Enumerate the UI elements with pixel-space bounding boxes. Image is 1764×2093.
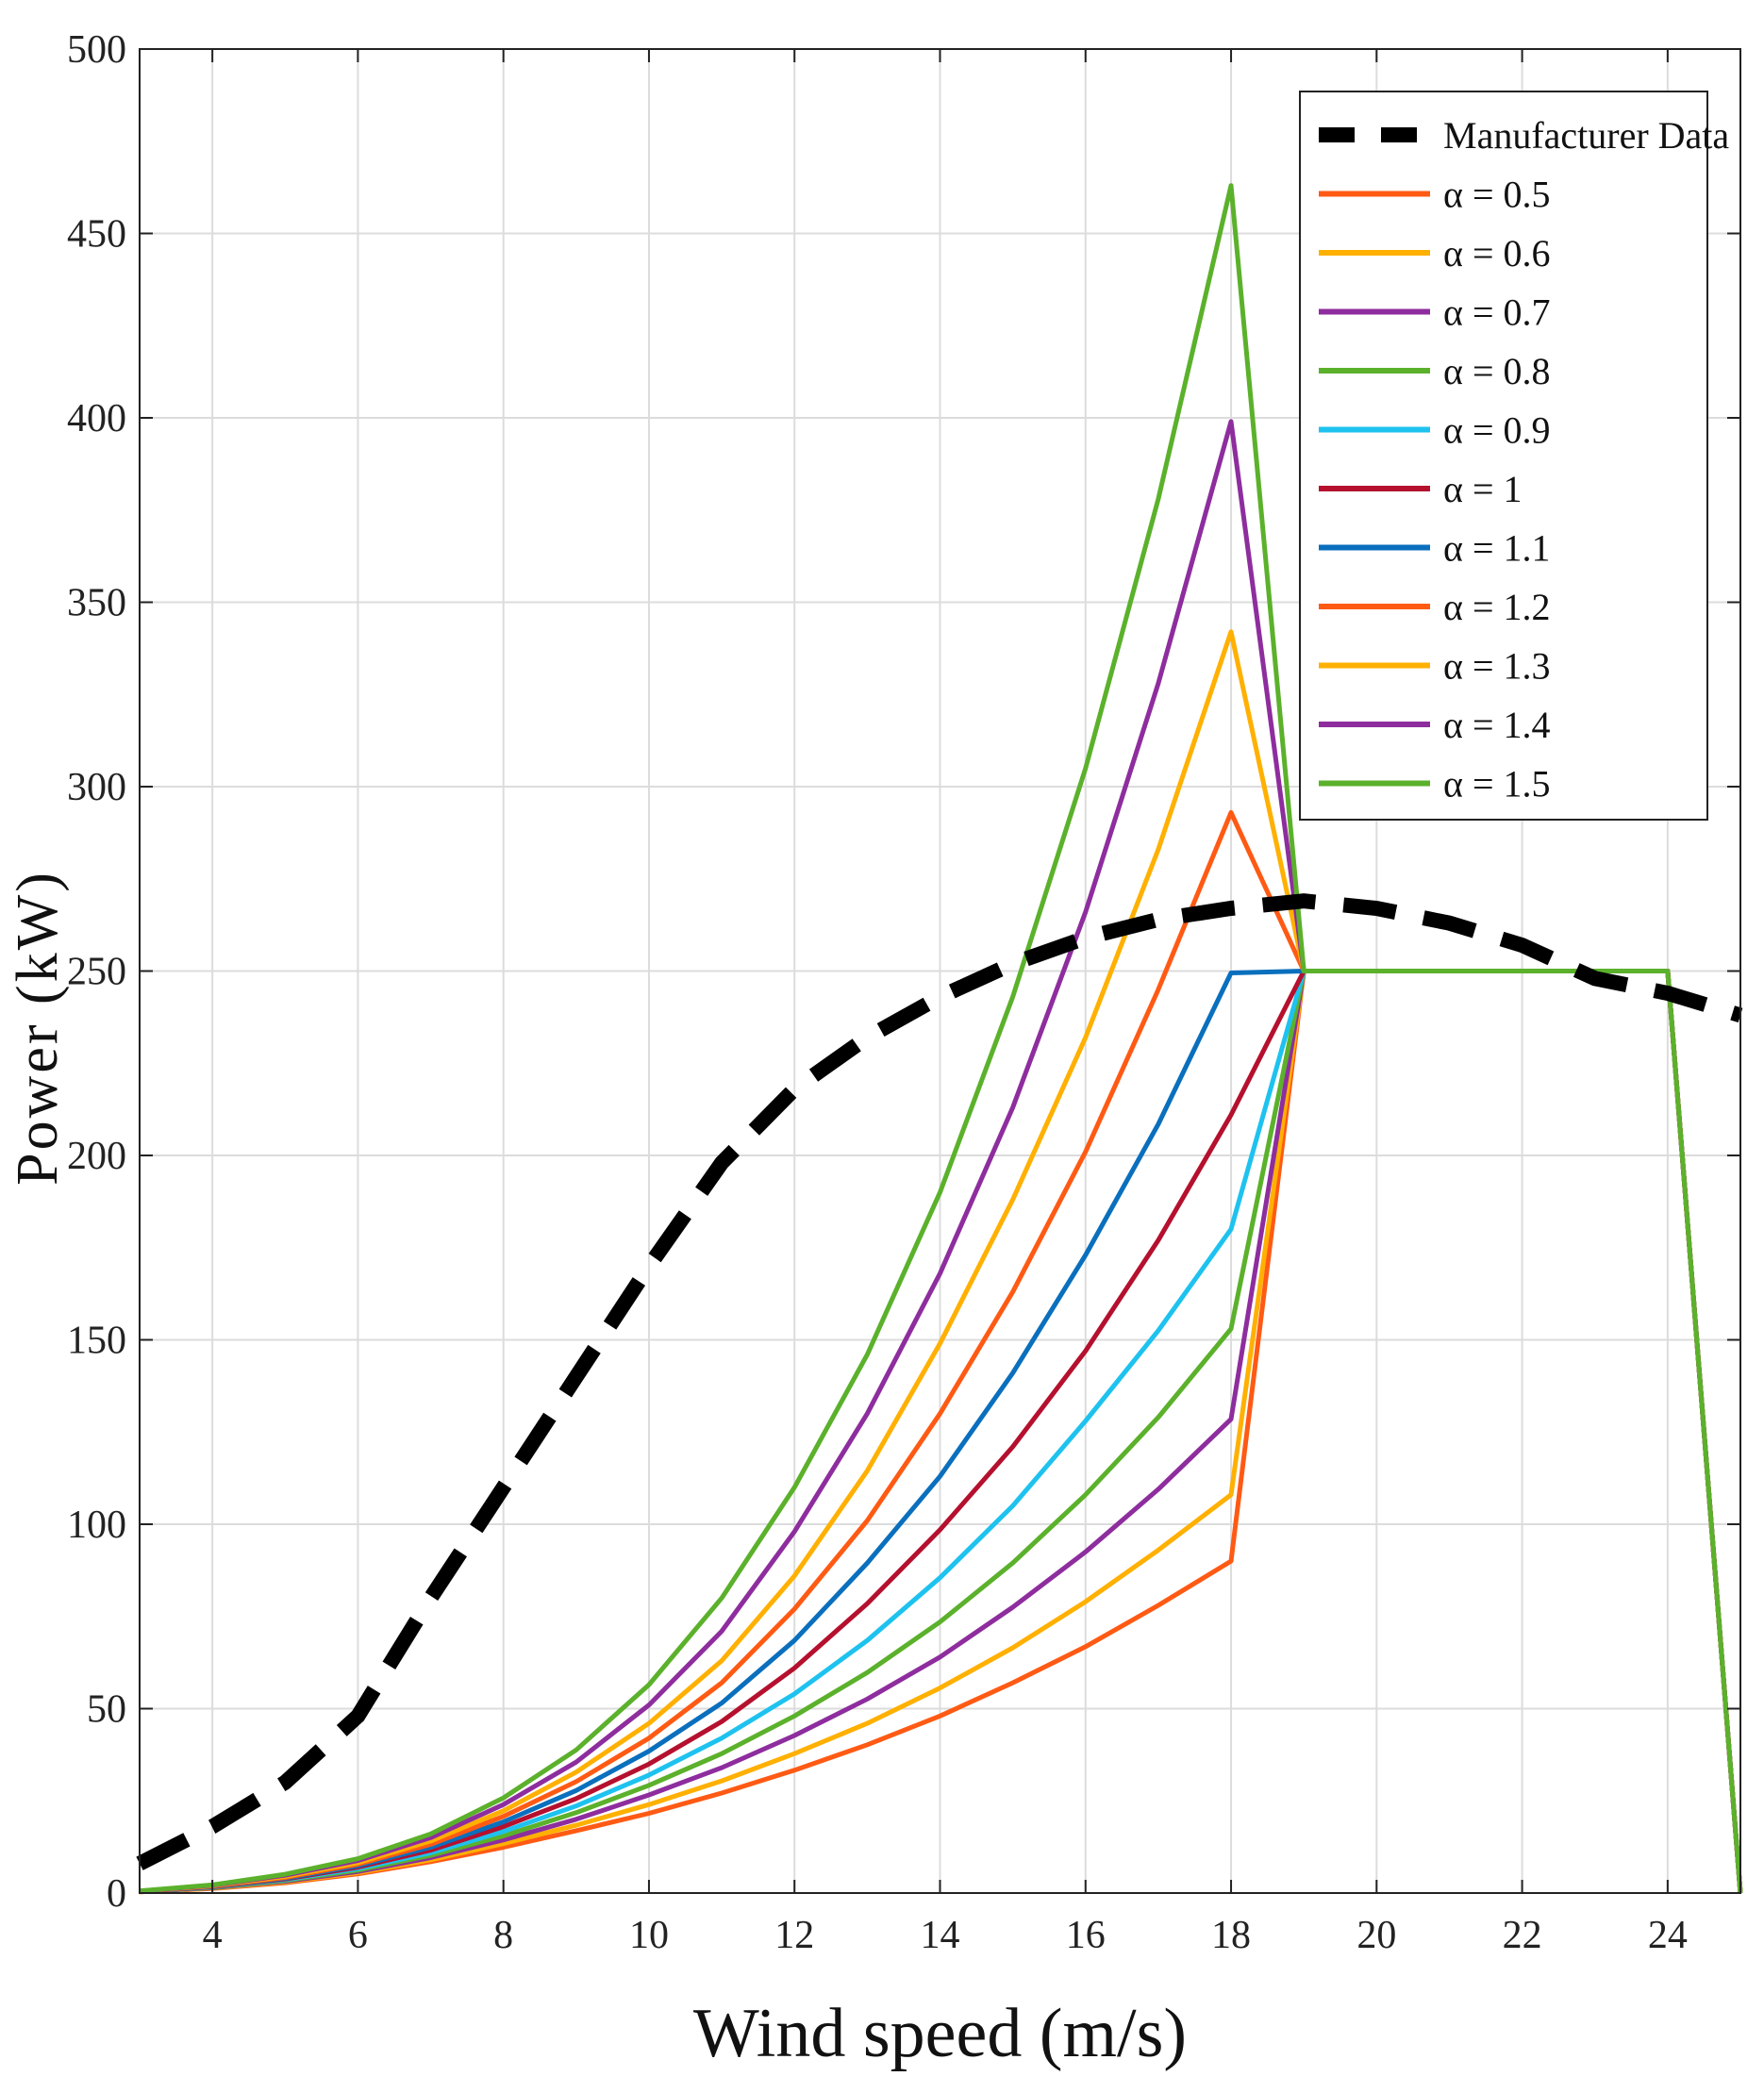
legend-label: α = 1.1 [1443,527,1551,570]
x-tick-label: 10 [629,1914,669,1957]
y-tick-label: 350 [67,582,126,625]
x-tick-label: 6 [348,1914,368,1957]
manufacturer-data-line [136,893,1743,1870]
x-axis-title: Wind speed (m/s) [693,1995,1187,2072]
legend-label: α = 0.7 [1443,291,1551,334]
legend-label: α = 1.5 [1443,763,1551,806]
legend-item: α = 0.7 [1319,291,1551,334]
legend-label: α = 1.4 [1443,704,1551,746]
legend-label: Manufacturer Data [1443,114,1729,157]
legend-label: α = 1 [1443,468,1523,510]
legend-item: Manufacturer Data [1319,114,1729,157]
y-tick-label: 100 [67,1503,126,1547]
legend-label: α = 1.3 [1443,645,1551,688]
series-lines [139,183,1743,1895]
x-tick-label: 12 [774,1914,814,1957]
legend-label: α = 0.5 [1443,174,1551,216]
y-tick-label: 250 [67,951,126,994]
y-tick-label: 0 [107,1872,126,1916]
x-tick-label: 8 [493,1914,513,1957]
y-tick-label: 400 [67,397,126,440]
legend-item: α = 0.5 [1319,174,1551,216]
y-tick-label: 150 [67,1320,126,1363]
x-tick-label: 16 [1066,1914,1106,1957]
legend: Manufacturer Data α = 0.5 α = 0.6 α = 0.7 α … [1299,91,1729,821]
manufacturer-line-group [136,893,1743,1870]
y-tick-label: 450 [67,213,126,257]
y-axis-title: Power (kW) [6,870,70,1186]
axis-ticks: 4 6 8 10 12 14 16 18 20 22 24 0 50 100 150 200 250 300 350… [67,28,1740,1957]
legend-item: α = 0.8 [1319,350,1551,392]
legend-item: α = 1.5 [1319,763,1551,806]
legend-label: α = 1.2 [1443,586,1551,628]
legend-item: α = 1.4 [1319,704,1551,746]
legend-item: α = 1.3 [1319,645,1551,688]
legend-label: α = 0.8 [1443,350,1551,392]
legend-item: α = 1 [1319,468,1523,510]
x-tick-label: 18 [1211,1914,1251,1957]
legend-box [1299,91,1708,821]
y-tick-label: 300 [67,766,126,809]
legend-item: α = 1.1 [1319,527,1551,570]
legend-label: α = 0.9 [1443,409,1551,452]
y-tick-label: 200 [67,1135,126,1178]
x-tick-label: 14 [921,1914,960,1957]
legend-items: Manufacturer Data α = 0.5 α = 0.6 α = 0.7 α … [1319,114,1729,806]
y-tick-label: 500 [67,28,126,72]
x-tick-label: 4 [203,1914,223,1957]
legend-label: α = 0.6 [1443,232,1551,274]
x-tick-label: 22 [1503,1914,1542,1957]
y-tick-label: 50 [87,1688,126,1732]
x-tick-label: 20 [1356,1914,1396,1957]
legend-item: α = 1.2 [1319,586,1551,628]
x-tick-label: 24 [1648,1914,1688,1957]
legend-item: α = 0.9 [1319,409,1551,452]
series-line [139,183,1743,1894]
legend-item: α = 0.6 [1319,232,1551,274]
